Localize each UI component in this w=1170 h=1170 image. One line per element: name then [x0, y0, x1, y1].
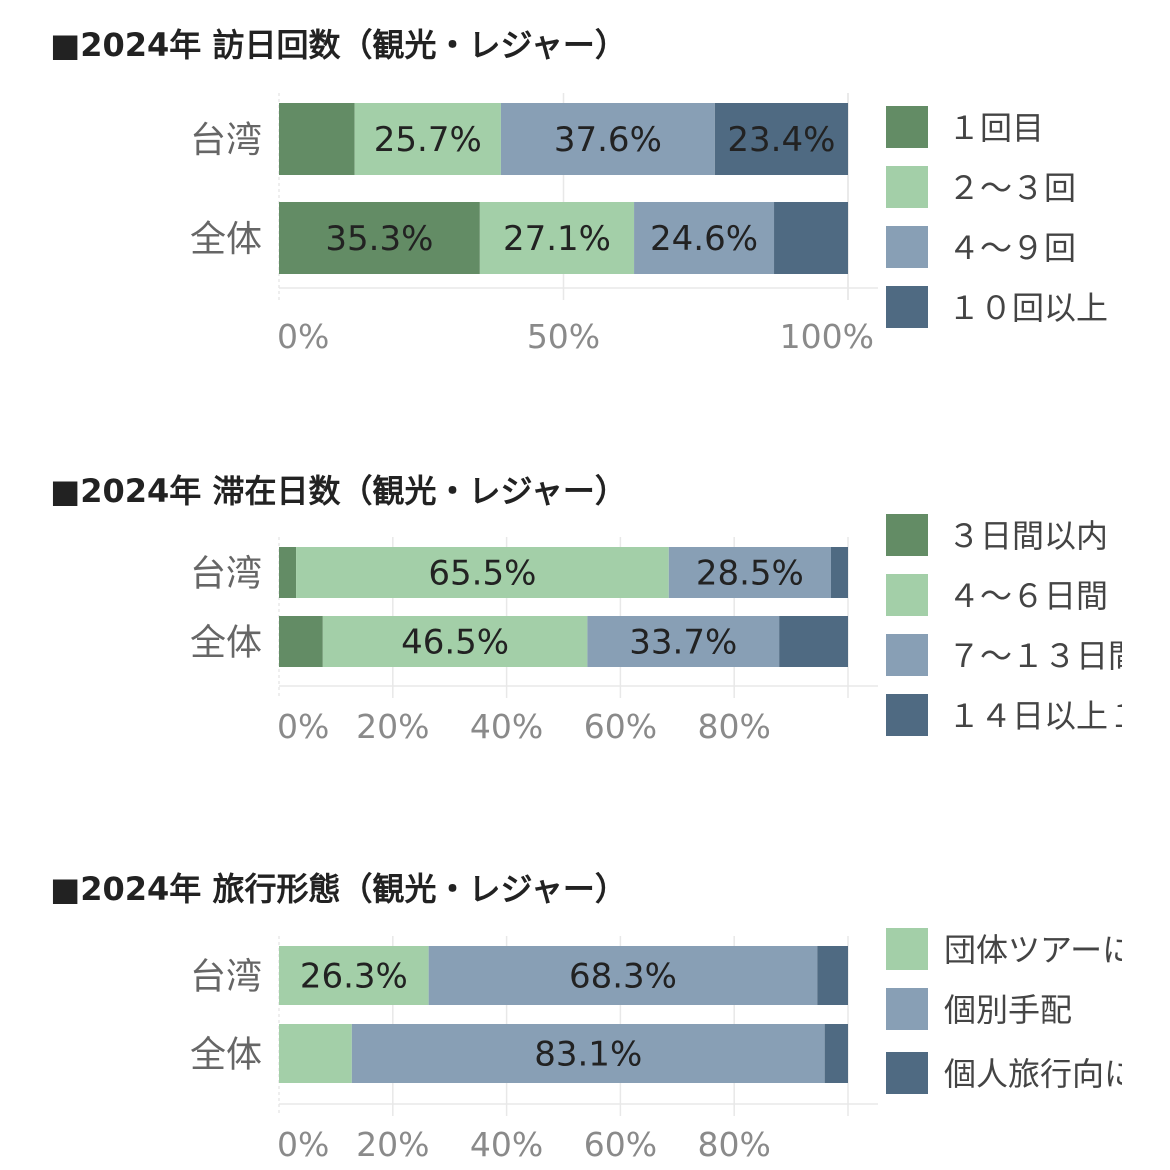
legend-item: ２～３回	[886, 166, 1122, 210]
legend-item: ３日間以内	[886, 514, 1122, 558]
category-label: 台湾	[190, 120, 262, 161]
category-label: 全体	[190, 1035, 262, 1076]
data-label: 65.5%	[428, 554, 536, 594]
bar-segment	[279, 946, 429, 1005]
legend-item: １４日以上１	[886, 694, 1122, 738]
legend-item: 個別手配	[886, 988, 1122, 1032]
data-label: 46.5%	[401, 623, 509, 663]
legend-swatch	[886, 988, 928, 1030]
legend-item: 団体ツアーに	[886, 928, 1122, 972]
bar-segment	[479, 202, 635, 274]
x-tick-label: 60%	[584, 1125, 657, 1164]
x-tick-label: 20%	[356, 1125, 429, 1164]
legend-swatch	[886, 226, 928, 268]
bar-segment	[354, 103, 501, 175]
data-label: 25.7%	[374, 120, 482, 160]
bar-segment	[668, 547, 831, 598]
bar-segment	[714, 103, 848, 175]
x-tick-label: 20%	[356, 707, 429, 746]
bar-segment	[322, 616, 588, 667]
legend-travel-type: 団体ツアーに 個別手配 個人旅行向に	[886, 928, 1122, 1128]
legend-label: １４日以上１	[948, 697, 1122, 735]
data-label: 24.6%	[650, 219, 758, 259]
data-label: 28.5%	[696, 554, 804, 594]
legend-item: １回目	[886, 106, 1122, 150]
bar-segment	[296, 547, 669, 598]
bar-segment	[351, 1024, 825, 1083]
legend-item: ４～６日間	[886, 574, 1122, 618]
x-tick-label: 0%	[277, 317, 329, 356]
legend-swatch	[886, 574, 928, 616]
data-label: 26.3%	[300, 957, 408, 997]
legend-label: ３日間以内	[948, 517, 1109, 555]
bar-segment	[830, 547, 848, 598]
legend-label: 個人旅行向に	[944, 1055, 1122, 1093]
legend-label: １０回以上	[948, 289, 1109, 327]
legend-label: ４～６日間	[948, 577, 1109, 615]
legend-label: 団体ツアーに	[944, 931, 1122, 969]
bar-segment	[779, 616, 848, 667]
legend-label: ７～１３日間	[948, 637, 1122, 675]
bar-segment	[817, 946, 848, 1005]
legend-stay: ３日間以内 ４～６日間 ７～１３日間 １４日以上１	[886, 514, 1122, 774]
legend-swatch	[886, 928, 928, 970]
legend-item: ４～９回	[886, 226, 1122, 270]
legend-label: ２～３回	[948, 169, 1077, 207]
x-tick-label: 0%	[277, 1125, 329, 1164]
bar-segment	[279, 202, 480, 274]
legend-visits: １回目 ２～３回 ４～９回 １０回以上	[886, 106, 1122, 366]
chart-title: ■2024年 旅行形態（観光・レジャー）	[50, 870, 627, 908]
bar-segment	[279, 103, 355, 175]
bar-segment	[824, 1024, 848, 1083]
data-label: 83.1%	[534, 1035, 642, 1075]
legend-swatch	[886, 1052, 928, 1094]
legend-label: 個別手配	[944, 991, 1073, 1029]
legend-item: １０回以上	[886, 286, 1122, 330]
bar-segment	[428, 946, 818, 1005]
data-label: 37.6%	[554, 120, 662, 160]
chart-section-stay: ■2024年 滞在日数（観光・レジャー） 台湾 65.5% 28.5% 全体 46.5%…	[0, 466, 1170, 766]
category-label: 全体	[190, 623, 262, 664]
legend-item: 個人旅行向に	[886, 1052, 1122, 1096]
chart-title: ■2024年 滞在日数（観光・レジャー）	[50, 472, 627, 510]
data-label: 23.4%	[727, 120, 835, 160]
x-tick-label: 80%	[698, 707, 771, 746]
legend-swatch	[886, 694, 928, 736]
data-label: 33.7%	[629, 623, 737, 663]
bar-segment	[279, 616, 323, 667]
x-tick-label: 40%	[470, 1125, 543, 1164]
bar-segment	[279, 547, 297, 598]
bar-segment	[634, 202, 775, 274]
legend-label: ４～９回	[948, 229, 1077, 267]
legend-swatch	[886, 106, 928, 148]
bar-segment	[500, 103, 715, 175]
chart-title: ■2024年 訪日回数（観光・レジャー）	[50, 26, 627, 64]
chart-section-visits: ■2024年 訪日回数（観光・レジャー） 台湾 25.7% 37.6% 23.4% 全体…	[0, 20, 1170, 380]
legend-swatch	[886, 286, 928, 328]
data-label: 68.3%	[569, 957, 677, 997]
chart-plot-stay: 台湾 65.5% 28.5% 全体 46.5% 33.7% 0% 20% 40% 60% 80%	[190, 537, 878, 746]
x-tick-label: 0%	[277, 707, 329, 746]
x-tick-label: 40%	[470, 707, 543, 746]
legend-label: １回目	[948, 109, 1045, 147]
legend-swatch	[886, 514, 928, 556]
chart-section-travel-type: ■2024年 旅行形態（観光・レジャー） 台湾 26.3% 68.3% 全体 83.1%…	[0, 864, 1170, 1170]
category-label: 台湾	[190, 554, 262, 595]
data-label: 27.1%	[503, 219, 611, 259]
chart-plot-visits: 台湾 25.7% 37.6% 23.4% 全体 35.3% 27.1% 24.6% 0% 50% 1…	[190, 93, 878, 356]
bar-segment	[774, 202, 848, 274]
x-tick-label: 80%	[698, 1125, 771, 1164]
category-label: 台湾	[190, 957, 262, 998]
data-label: 35.3%	[325, 219, 433, 259]
x-tick-label: 50%	[527, 317, 600, 356]
x-tick-label: 60%	[584, 707, 657, 746]
bar-segment	[587, 616, 780, 667]
legend-swatch	[886, 634, 928, 676]
x-tick-label: 100%	[780, 317, 874, 356]
chart-plot-travel-type: 台湾 26.3% 68.3% 全体 83.1% 0% 20% 40% 60% 80%	[190, 936, 878, 1164]
legend-swatch	[886, 166, 928, 208]
legend-item: ７～１３日間	[886, 634, 1122, 678]
category-label: 全体	[190, 219, 262, 260]
bar-segment	[279, 1024, 352, 1083]
